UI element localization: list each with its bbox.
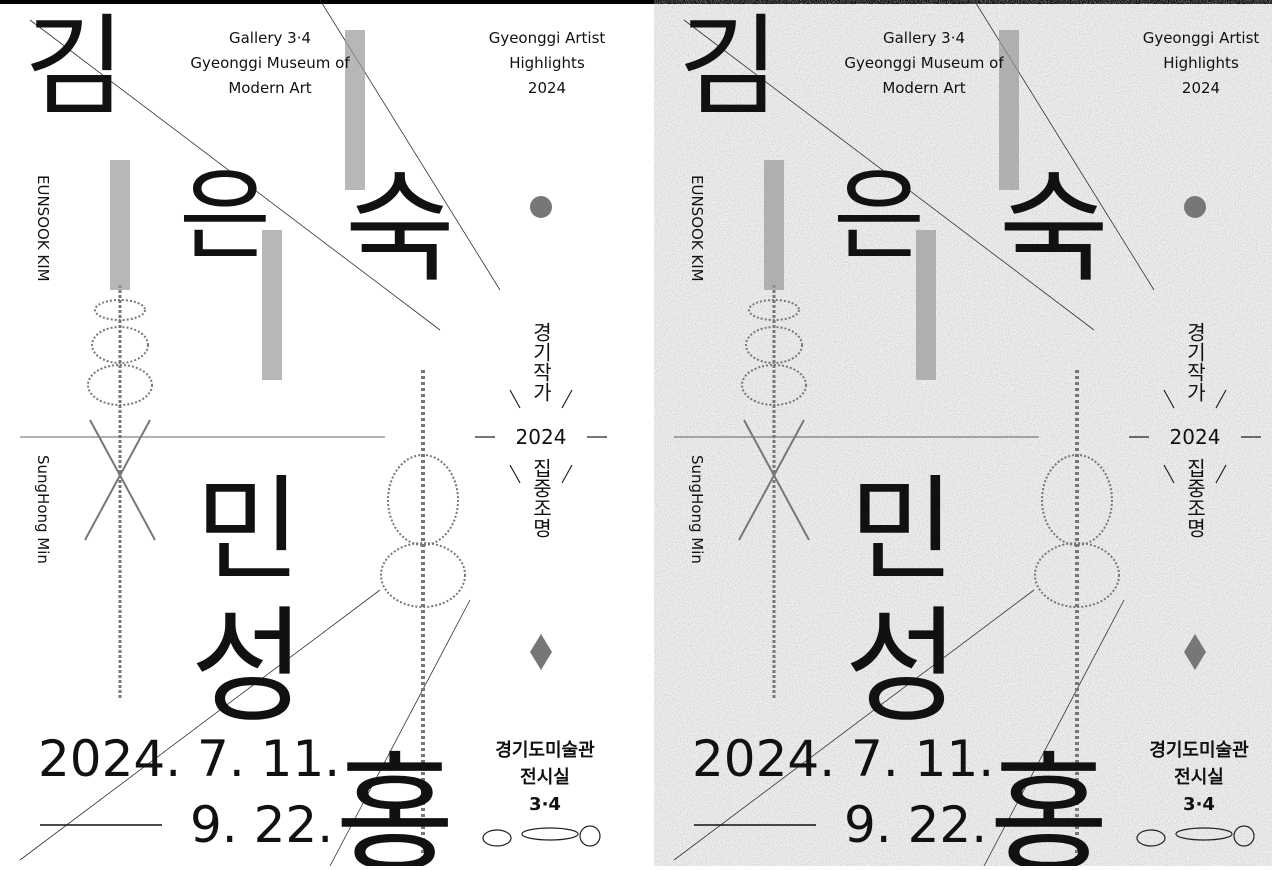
gallery-line: Modern Art bbox=[882, 79, 965, 97]
artist-name-ko: 김 bbox=[678, 3, 779, 131]
glyph-block bbox=[999, 30, 1019, 190]
gallery-line: Gallery 3·4 bbox=[229, 29, 311, 47]
program-line: Highlights bbox=[509, 54, 585, 72]
series-title: 경기작가 bbox=[529, 322, 553, 402]
artist-name-ko: 숙 bbox=[999, 160, 1109, 299]
artist-name-ko: 민 bbox=[195, 464, 301, 598]
poster: Gallery 3·4 Gyeonggi Museum of Modern Art G… bbox=[0, 0, 618, 870]
gallery-line: Gallery 3·4 bbox=[883, 29, 965, 47]
venue-line: 경기도미술관 bbox=[495, 740, 595, 761]
series-ray bbox=[1163, 464, 1175, 484]
venue-line: 전시실 bbox=[1174, 767, 1224, 788]
gallery-line: Gyeonggi Museum of bbox=[190, 54, 350, 72]
venue-line: 3·4 bbox=[529, 794, 561, 815]
lantern-branch bbox=[743, 419, 810, 541]
series-ray bbox=[1215, 389, 1227, 409]
series-ray bbox=[1163, 389, 1175, 409]
glyph-block bbox=[916, 230, 936, 380]
series-title: 집중조명 bbox=[1183, 458, 1207, 538]
rule-line bbox=[673, 589, 1035, 861]
diamond bbox=[530, 634, 552, 670]
glyph-block bbox=[345, 30, 365, 190]
glyph-block bbox=[110, 160, 130, 290]
series-ray bbox=[509, 389, 521, 409]
series-ray bbox=[561, 389, 573, 409]
lantern-branch bbox=[84, 419, 151, 541]
artist-name-en: EUNSOOK KIM bbox=[688, 175, 706, 282]
venue-line: 3·4 bbox=[1183, 794, 1215, 815]
lantern bbox=[1034, 542, 1120, 608]
diamond bbox=[1184, 634, 1206, 670]
rule-line bbox=[29, 19, 441, 331]
artist-name-ko: 홍 bbox=[989, 739, 1109, 866]
date-end: 9. 22. bbox=[844, 796, 987, 854]
rule-line bbox=[683, 19, 1095, 331]
date-start: 2024. 7. 11. bbox=[38, 730, 340, 788]
series-title: 집중조명 bbox=[529, 458, 553, 538]
rule-line bbox=[329, 599, 471, 867]
series-title-year: 2024 bbox=[516, 425, 567, 449]
logo bbox=[482, 829, 512, 847]
program-line: 2024 bbox=[1182, 79, 1220, 97]
artist-name-ko: 은 bbox=[179, 157, 271, 274]
dot bbox=[1184, 196, 1206, 218]
artist-name-en: EUNSOOK KIM bbox=[34, 175, 52, 282]
program-line: Gyeonggi Artist bbox=[489, 29, 606, 47]
series-ray bbox=[561, 464, 573, 484]
poster-art: Gallery 3·4 Gyeonggi Museum of Modern Art G… bbox=[654, 0, 1272, 870]
dot bbox=[530, 196, 552, 218]
top-border bbox=[0, 0, 1272, 4]
artist-name-en: SungHong Min bbox=[34, 455, 52, 564]
series-ray bbox=[509, 464, 521, 484]
series-title: 경기작가 bbox=[1183, 322, 1207, 402]
venue-line: 경기도미술관 bbox=[1149, 740, 1249, 761]
poster-textured: Gallery 3·4 Gyeonggi Museum of Modern Art G… bbox=[654, 0, 1272, 870]
logo bbox=[521, 827, 579, 841]
lantern-branch bbox=[89, 419, 156, 541]
artist-name-ko: 숙 bbox=[345, 160, 455, 299]
artist-name-en: SungHong Min bbox=[688, 455, 706, 564]
date-start: 2024. 7. 11. bbox=[692, 730, 994, 788]
logo bbox=[579, 825, 601, 847]
series-ray bbox=[1215, 464, 1227, 484]
rule-line bbox=[983, 599, 1125, 867]
rule-line bbox=[19, 589, 381, 861]
gallery-line: Gyeonggi Museum of bbox=[844, 54, 1004, 72]
program-line: Gyeonggi Artist bbox=[1143, 29, 1260, 47]
program-line: 2024 bbox=[528, 79, 566, 97]
logo bbox=[1136, 829, 1166, 847]
artist-name-ko: 성 bbox=[845, 595, 960, 740]
venue-line: 전시실 bbox=[520, 767, 570, 788]
gallery-line: Modern Art bbox=[228, 79, 311, 97]
date-end: 9. 22. bbox=[190, 796, 333, 854]
logo bbox=[1175, 827, 1233, 841]
program-line: Highlights bbox=[1163, 54, 1239, 72]
artist-name-ko: 은 bbox=[833, 157, 925, 274]
texture bbox=[654, 4, 1272, 866]
glyph-block bbox=[764, 160, 784, 290]
lantern bbox=[380, 542, 466, 608]
artist-name-ko: 홍 bbox=[335, 739, 455, 866]
poster-art: Gallery 3·4 Gyeonggi Museum of Modern Art G… bbox=[19, 0, 607, 870]
artist-name-ko: 김 bbox=[24, 3, 125, 131]
glyph-block bbox=[262, 230, 282, 380]
artist-name-ko: 성 bbox=[191, 595, 306, 740]
lantern-branch bbox=[738, 419, 805, 541]
logo bbox=[1233, 825, 1255, 847]
series-title-year: 2024 bbox=[1170, 425, 1221, 449]
artist-name-ko: 민 bbox=[849, 464, 955, 598]
